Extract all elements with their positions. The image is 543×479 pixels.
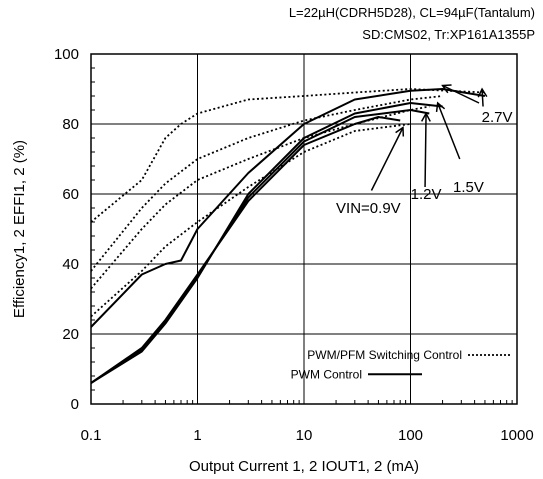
annotation-arrow-head [441,84,452,94]
annotation-arrow-head [435,101,446,113]
annotation-arrow-line [442,84,480,104]
legend-label-pwm: PWM Control [291,367,362,381]
annotation-arrow-line [370,127,404,191]
annotation-arrow-head [395,126,405,137]
annotation-1-5v: 1.5V [453,179,484,196]
x-tick-label: 0.1 [81,427,102,444]
y-axis-label: Efficiency1, 2 EFFI1, 2 (%) [11,140,28,318]
series-pwm-1-5v [90,102,443,384]
y-tick-label: 20 [62,326,79,343]
annotation-arrow-head [477,87,488,98]
series-pwm-pfm-2-7v [90,88,485,223]
x-tick-label: 1000 [500,427,533,444]
x-axis-label: Output Current 1, 2 IOUT1, 2 (mA) [189,458,419,475]
series-pwm-0-9v [90,116,401,384]
legend: PWM/PFM Switching Control PWM Control [291,348,510,381]
annotation-1-2v: 1.2V [411,186,442,203]
plot-frame [90,53,518,405]
test-conditions-line-1: L=22µH(CDRH5D28), CL=94µF(Tantalum) [288,5,535,20]
annotation-arrow-head [420,111,431,122]
y-tick-label: 100 [54,46,79,63]
y-tick-label: 80 [62,116,79,133]
annotation-arrow-line [481,88,484,107]
legend-label-pwm-pfm: PWM/PFM Switching Control [307,348,462,362]
series-lines [90,88,486,384]
x-tick-label: 100 [398,427,423,444]
annotation-arrow-line [436,102,461,160]
y-tick-label: 60 [62,186,79,203]
series-pwm-1-2v [90,109,430,384]
series-pwm-pfm-0-9v [90,123,411,318]
axis-ticks: 0.1 1 10 100 1000 0 20 40 60 80 100 [54,46,534,444]
series-pwm-pfm-1-2v [90,105,430,290]
x-tick-label: 10 [296,427,313,444]
annotation-arrows [370,84,488,191]
annotation-vin-0-9v: VIN=0.9V [336,200,401,217]
annotation-arrow-line [424,113,427,188]
y-tick-label: 0 [71,396,79,413]
x-tick-label: 1 [193,427,201,444]
y-tick-label: 40 [62,256,79,273]
annotation-2-7v: 2.7V [482,109,513,126]
series-pwm-2-7v [90,88,486,328]
test-conditions-line-2: SD:CMS02, Tr:XP161A1355P [362,27,535,42]
annotations: VIN=0.9V 1.2V 1.5V 2.7V [336,109,512,217]
